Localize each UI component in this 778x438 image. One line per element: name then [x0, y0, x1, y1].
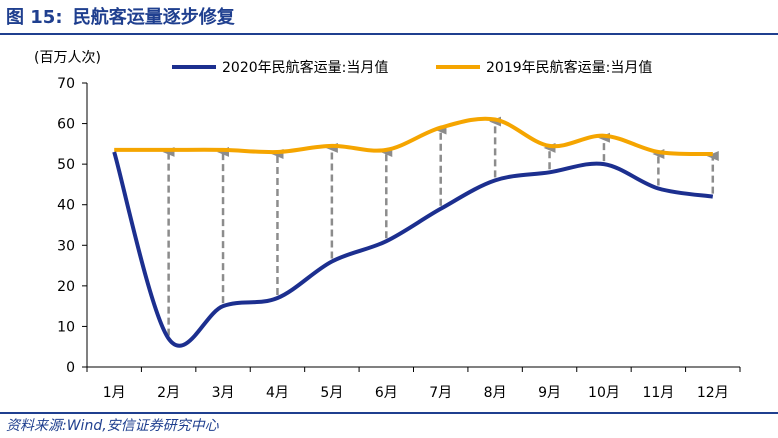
top-rule: [0, 33, 778, 35]
x-tick-label: 5月: [320, 385, 343, 401]
y-tick-label: 0: [66, 360, 75, 376]
series-lines: [112, 116, 714, 348]
y-tick-label: 20: [57, 279, 75, 295]
y-tick-label: 50: [57, 157, 75, 173]
x-tick-label: 3月: [212, 385, 235, 401]
figure-number: 15:: [30, 7, 63, 28]
x-tick-label: 9月: [538, 385, 561, 401]
x-tick-label: 10月: [588, 385, 620, 401]
figure-title: 图 15: 民航客运量逐步修复: [6, 4, 235, 32]
y-tick-label: 30: [57, 238, 75, 254]
axes: 0 10 20 30 40 50 60 70 1月 2月 3月 4月 5月 6月 7月 8月 9月 10月 11月 1…: [57, 76, 741, 401]
x-tick-label: 4月: [266, 385, 289, 401]
y-tick-label: 70: [57, 76, 75, 92]
x-tick-label: 8月: [484, 385, 507, 401]
y-unit-label: (百万人次): [34, 50, 101, 66]
x-tick-label: 1月: [103, 385, 126, 401]
source-note: 资料来源:Wind,安信证券研究中心: [6, 418, 219, 434]
x-tick-label: 2月: [157, 385, 180, 401]
figure-title-text: 民航客运量逐步修复: [72, 7, 235, 28]
x-tick-label: 12月: [697, 385, 729, 401]
bottom-rule: [0, 412, 778, 414]
legend-label-2020: 2020年民航客运量:当月值: [222, 59, 388, 76]
x-tick-label: 7月: [429, 385, 452, 401]
series-2020-line: [112, 151, 714, 348]
x-tick-label: 11月: [642, 385, 674, 401]
y-tick-label: 40: [57, 198, 75, 214]
series-2019-line: [114, 116, 713, 157]
legend: 2020年民航客运量:当月值 2019年民航客运量:当月值: [172, 59, 652, 76]
x-tick-label: 6月: [375, 385, 398, 401]
line-chart: (百万人次) 2020年民航客运量:当月值 2019年民航客运量:当月值 0 10 2…: [34, 50, 741, 401]
y-tick-label: 10: [57, 319, 75, 335]
figure-label: 图: [6, 7, 24, 28]
gap-arrows: [162, 116, 719, 336]
y-tick-label: 60: [57, 117, 75, 133]
legend-label-2019: 2019年民航客运量:当月值: [486, 59, 652, 76]
